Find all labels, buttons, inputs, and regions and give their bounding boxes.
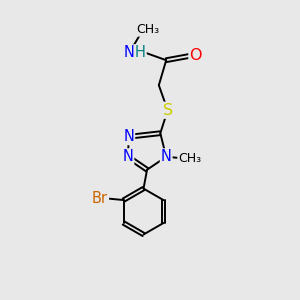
Text: N: N bbox=[124, 45, 135, 60]
Text: H: H bbox=[135, 45, 146, 60]
Text: N: N bbox=[161, 149, 172, 164]
Text: O: O bbox=[189, 48, 202, 63]
Text: N: N bbox=[123, 129, 134, 144]
Text: CH₃: CH₃ bbox=[178, 152, 201, 165]
Text: CH₃: CH₃ bbox=[137, 23, 160, 36]
Text: N: N bbox=[122, 149, 134, 164]
Text: Br: Br bbox=[92, 191, 108, 206]
Text: S: S bbox=[163, 103, 173, 118]
